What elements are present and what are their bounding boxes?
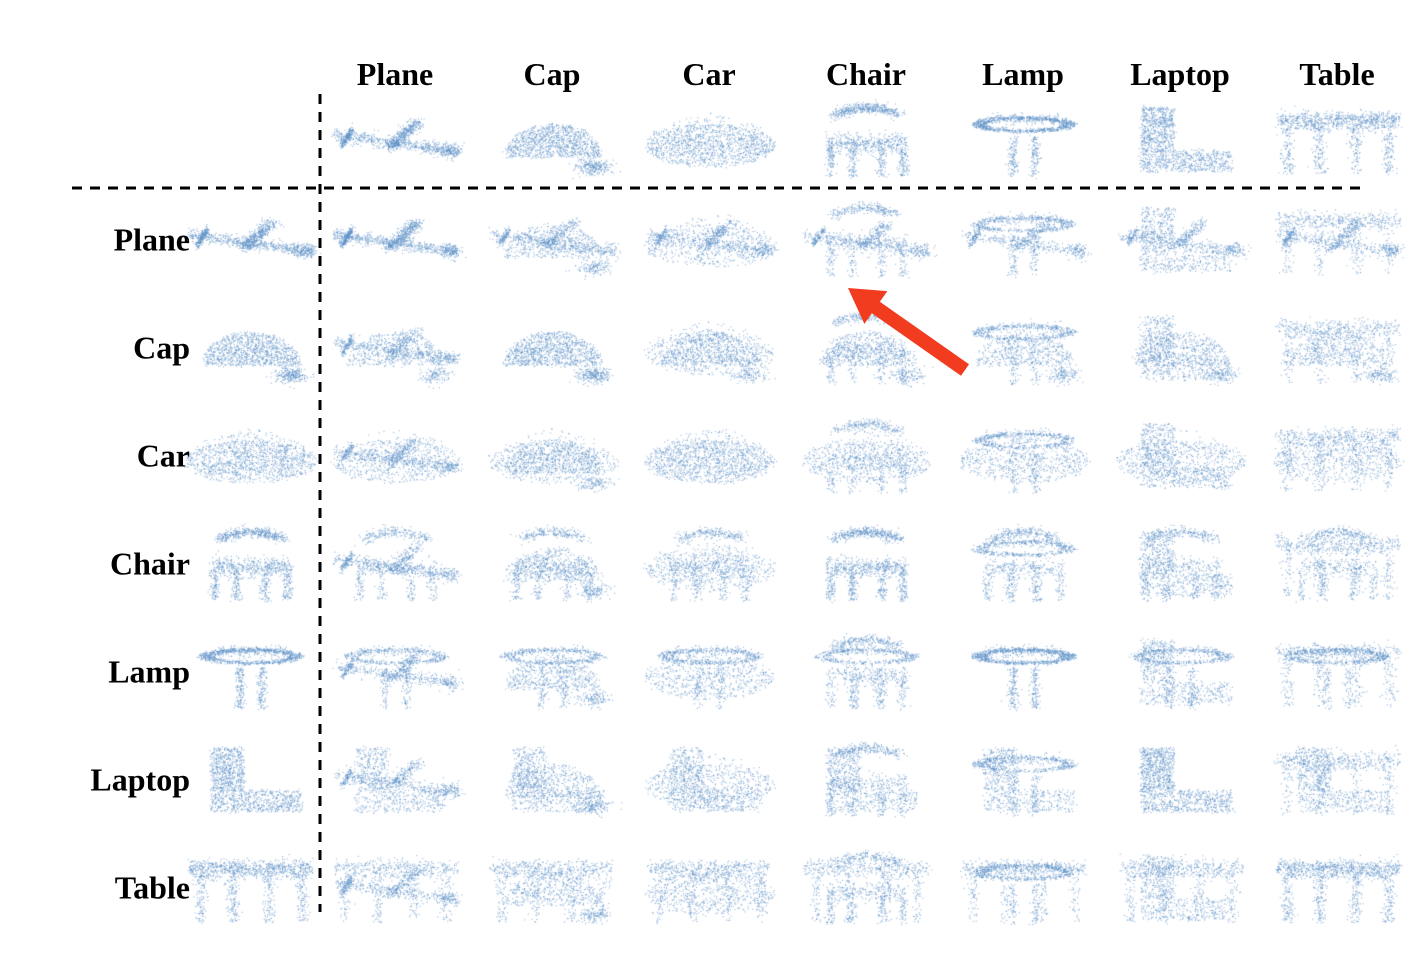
grid-cloud-car-chair [794, 409, 939, 504]
header-cloud-col-chair [794, 93, 939, 188]
header-cloud-row-cap [178, 301, 323, 396]
grid-cloud-table-car [637, 841, 782, 936]
grid-cloud-chair-chair [794, 517, 939, 612]
grid-cloud-laptop-chair [794, 733, 939, 828]
grid-cloud-cap-car [637, 301, 782, 396]
grid-cloud-chair-table [1265, 517, 1406, 612]
header-cloud-row-plane [178, 193, 323, 288]
grid-cloud-chair-plane [323, 517, 468, 612]
grid-cloud-lamp-chair [794, 625, 939, 720]
grid-cloud-plane-table [1265, 193, 1406, 288]
grid-cloud-laptop-laptop [1108, 733, 1253, 828]
grid-cloud-chair-laptop [1108, 517, 1253, 612]
header-cloud-row-lamp [178, 625, 323, 720]
grid-cloud-cap-chair [794, 301, 939, 396]
grid-cloud-laptop-cap [480, 733, 625, 828]
grid-cloud-plane-laptop [1108, 193, 1253, 288]
grid-cloud-laptop-car [637, 733, 782, 828]
grid-cloud-table-plane [323, 841, 468, 936]
pointcloud-mixing-grid-figure: PlaneCapCarChairLampLaptopTable PlaneCap… [0, 0, 1406, 962]
grid-cloud-car-lamp [951, 409, 1096, 504]
header-cloud-col-cap [480, 93, 625, 188]
grid-cloud-cap-lamp [951, 301, 1096, 396]
grid-cloud-car-plane [323, 409, 468, 504]
grid-cloud-plane-cap [480, 193, 625, 288]
grid-cloud-lamp-lamp [951, 625, 1096, 720]
header-cloud-row-laptop [178, 733, 323, 828]
grid-cloud-lamp-plane [323, 625, 468, 720]
header-cloud-col-lamp [951, 93, 1096, 188]
grid-cloud-chair-car [637, 517, 782, 612]
grid-cloud-laptop-plane [323, 733, 468, 828]
header-cloud-col-car [637, 93, 782, 188]
grid-cloud-lamp-car [637, 625, 782, 720]
grid-cloud-plane-plane [323, 193, 468, 288]
grid-cloud-car-laptop [1108, 409, 1253, 504]
grid-cloud-car-table [1265, 409, 1406, 504]
grid-cloud-laptop-lamp [951, 733, 1096, 828]
header-cloud-row-car [178, 409, 323, 504]
grid-cloud-car-car [637, 409, 782, 504]
grid-cloud-lamp-table [1265, 625, 1406, 720]
grid-cloud-cap-laptop [1108, 301, 1253, 396]
grid-cloud-car-cap [480, 409, 625, 504]
grid-cloud-laptop-table [1265, 733, 1406, 828]
grid-cloud-lamp-cap [480, 625, 625, 720]
grid-cloud-cap-cap [480, 301, 625, 396]
grid-cloud-chair-lamp [951, 517, 1096, 612]
grid-cloud-cap-plane [323, 301, 468, 396]
grid-cloud-table-cap [480, 841, 625, 936]
header-cloud-col-table [1265, 93, 1406, 188]
grid-cloud-lamp-laptop [1108, 625, 1253, 720]
grid-cloud-table-table [1265, 841, 1406, 936]
grid-cloud-cap-table [1265, 301, 1406, 396]
header-cloud-col-plane [323, 93, 468, 188]
grid-cloud-table-lamp [951, 841, 1096, 936]
grid-cloud-plane-lamp [951, 193, 1096, 288]
grid-cloud-table-laptop [1108, 841, 1253, 936]
grid-cloud-plane-chair [794, 193, 939, 288]
header-cloud-row-chair [178, 517, 323, 612]
header-cloud-col-laptop [1108, 93, 1253, 188]
grid-cloud-plane-car [637, 193, 782, 288]
grid-cloud-table-chair [794, 841, 939, 936]
header-cloud-row-table [178, 841, 323, 936]
grid-cloud-chair-cap [480, 517, 625, 612]
